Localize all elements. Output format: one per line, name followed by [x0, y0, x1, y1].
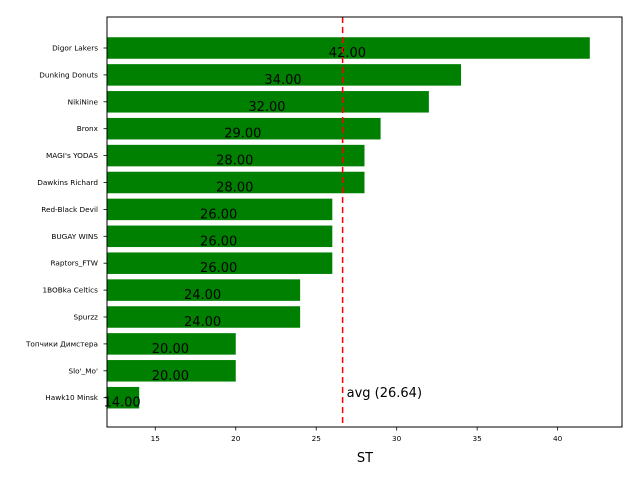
bar	[107, 91, 429, 113]
bar	[107, 171, 365, 194]
y-tick-label: Raptors_FTW	[50, 259, 98, 268]
bar	[107, 144, 365, 167]
bar	[107, 252, 333, 274]
bar-value-label: 14.00	[103, 396, 140, 411]
bar-value-label: 28.00	[216, 154, 253, 169]
bar-value-label: 20.00	[152, 342, 189, 357]
bar	[107, 225, 333, 248]
bar	[107, 306, 301, 328]
y-tick-label: Red-Black Devil	[41, 205, 98, 214]
bar	[107, 198, 333, 221]
x-axis: 15 20 25 30 35 40	[151, 427, 563, 443]
y-tick-label: MAGI's YODAS	[46, 151, 98, 160]
average-group: avg (26.64)	[341, 17, 422, 427]
y-tick-label: Digor Lakers	[52, 44, 98, 53]
bar-value-label: 26.00	[200, 207, 237, 222]
bar-value-label: 24.00	[184, 315, 221, 330]
bar	[107, 37, 590, 59]
bar-value-label: 26.00	[200, 261, 237, 276]
y-tick-label: Hawk10 Minsk	[45, 393, 99, 402]
bar-value-label: 20.00	[152, 369, 189, 384]
bar	[107, 117, 381, 140]
x-tick-label: 35	[473, 434, 482, 443]
plot-frame	[106, 16, 623, 428]
x-tick-label: 20	[231, 434, 241, 443]
bar-value-label: 29.00	[224, 127, 261, 142]
y-tick-label: Spurzz	[73, 313, 98, 322]
bar	[107, 64, 462, 86]
y-axis: Digor Lakers Dunking Donuts NikiNine Bronx M…	[25, 44, 107, 402]
x-tick-label: 15	[151, 434, 160, 443]
bar-value-label: 32.00	[248, 100, 285, 115]
bars-group	[107, 37, 590, 409]
y-tick-label: Dawkins Richard	[37, 178, 98, 187]
y-tick-label: Slo'_Mo'	[68, 366, 98, 375]
bar-value-label: 42.00	[329, 46, 366, 61]
y-tick-label: Топчики Димстера	[25, 339, 98, 348]
value-labels-group: 42.00 34.00 32.00 29.00 28.00 28.00 26.00 26.00…	[103, 46, 366, 411]
bar	[107, 386, 140, 409]
average-label: avg (26.64)	[347, 386, 422, 401]
bar	[107, 333, 236, 355]
bar-value-label: 34.00	[264, 73, 301, 88]
x-tick-label: 40	[553, 434, 563, 443]
bar-value-label: 28.00	[216, 181, 253, 196]
x-axis-label: ST	[357, 451, 373, 466]
bar	[107, 360, 236, 382]
y-tick-label: Bronx	[77, 124, 99, 133]
y-tick-label: BUGAY WINS	[51, 232, 98, 241]
x-tick-label: 30	[392, 434, 402, 443]
y-tick-label: 1BOBka Celtics	[43, 286, 99, 295]
y-tick-label: NikiNine	[68, 97, 99, 106]
bar	[107, 279, 301, 301]
bar-value-label: 24.00	[184, 288, 221, 303]
x-tick-label: 25	[312, 434, 321, 443]
y-tick-label: Dunking Donuts	[39, 70, 98, 79]
bar-value-label: 26.00	[200, 234, 237, 249]
